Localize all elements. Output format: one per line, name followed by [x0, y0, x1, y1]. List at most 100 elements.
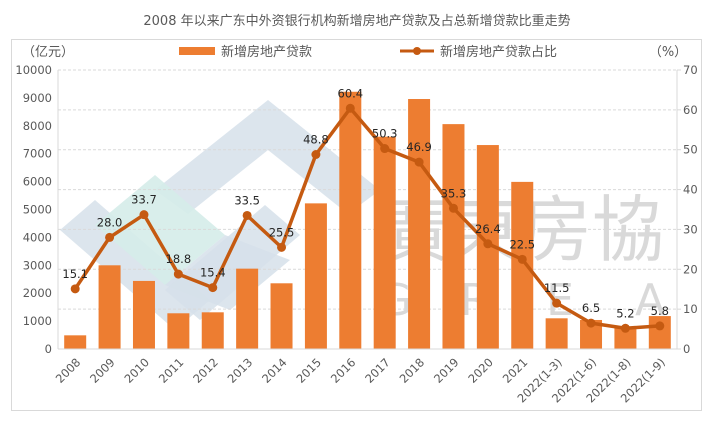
- bar-2022(1-8): [614, 326, 637, 349]
- legend-bar-swatch: [179, 47, 215, 55]
- data-label: 48.8: [303, 132, 329, 146]
- ratio-point-2022(1-8): [620, 323, 630, 333]
- x-tick-label: 2017: [362, 355, 393, 386]
- data-label: 35.3: [441, 186, 467, 200]
- ratio-point-2022(1-3): [552, 298, 562, 308]
- data-label: 28.0: [97, 215, 123, 229]
- left-tick-label: 4000: [23, 230, 52, 244]
- data-label: 33.7: [131, 193, 157, 207]
- data-label: 60.4: [338, 86, 364, 100]
- left-tick-label: 10000: [15, 63, 52, 77]
- data-label: 46.9: [406, 140, 432, 154]
- bar-2022(1-6): [580, 319, 603, 349]
- ratio-point-2010: [139, 210, 149, 220]
- data-label: 22.5: [509, 237, 535, 251]
- right-tick-label: 0: [683, 342, 690, 356]
- left-axis-unit: （亿元）: [22, 45, 74, 60]
- x-tick-label: 2020: [465, 355, 496, 386]
- legend: （亿元） （%） 新增房地产贷款 新增房地产贷款占比: [22, 44, 687, 60]
- x-tick-label: 2019: [431, 355, 462, 386]
- watermark-shape: [155, 100, 380, 214]
- bar-2016: [339, 91, 362, 350]
- right-tick-label: 10: [683, 302, 698, 316]
- right-tick-label: 70: [683, 63, 698, 77]
- bar-2011: [167, 313, 190, 349]
- data-label: 5.8: [651, 304, 669, 318]
- ratio-point-2011: [173, 269, 183, 279]
- x-tick-label: 2014: [259, 355, 290, 386]
- left-tick-label: 7000: [23, 147, 52, 161]
- bar-2019: [442, 124, 465, 349]
- ratio-point-2022(1-9): [655, 321, 665, 331]
- x-tick-label: 2010: [121, 355, 152, 386]
- data-label: 50.3: [372, 127, 398, 141]
- data-label: 26.4: [475, 222, 501, 236]
- ratio-point-2018: [414, 157, 424, 167]
- data-labels: 15.1 28.0 33.7 18.8 15.4 33.5 25.5 48.8 60.4 50.3…: [62, 86, 669, 320]
- left-tick-label: 6000: [23, 175, 52, 189]
- right-axis-unit: （%）: [649, 45, 687, 60]
- left-tick-label: 1000: [23, 314, 52, 328]
- legend-line-marker: [413, 47, 421, 55]
- x-tick-label: 2016: [328, 355, 359, 386]
- data-label: 5.2: [616, 306, 634, 320]
- ratio-point-2008: [70, 284, 80, 294]
- bar-2022(1-3): [545, 318, 568, 349]
- x-tick-label: 2011: [156, 355, 187, 386]
- ratio-point-2020: [483, 239, 493, 249]
- x-tick-label: 2018: [397, 355, 428, 386]
- data-label: 15.1: [62, 267, 88, 281]
- bar-2010: [132, 280, 155, 349]
- right-tick-label: 40: [683, 183, 698, 197]
- left-tick-label: 3000: [23, 258, 52, 272]
- gridlines: [58, 69, 677, 310]
- bar-2008: [64, 335, 87, 349]
- ratio-point-2019: [448, 203, 458, 213]
- ratio-point-2016: [345, 103, 355, 113]
- left-tick-label: 2000: [23, 286, 52, 300]
- ratio-point-2013: [242, 210, 252, 220]
- x-tick-label: 2015: [293, 355, 324, 386]
- bar-2009: [98, 265, 121, 349]
- data-label: 11.5: [544, 281, 570, 295]
- right-tick-label: 30: [683, 222, 698, 236]
- data-label: 18.8: [166, 252, 192, 266]
- bar-series: [64, 91, 671, 350]
- bar-2014: [270, 283, 293, 349]
- left-tick-label: 9000: [23, 91, 52, 105]
- ratio-point-2015: [311, 149, 321, 159]
- ratio-point-2012: [208, 283, 218, 293]
- data-label: 33.5: [234, 193, 260, 207]
- data-label: 6.5: [582, 301, 600, 315]
- ratio-point-2021: [517, 254, 527, 264]
- bar-2015: [304, 203, 327, 349]
- ratio-point-2014: [277, 242, 287, 252]
- line-series: [70, 103, 665, 333]
- bar-2022(1-9): [648, 316, 671, 349]
- chart-frame: [11, 39, 702, 411]
- bar-2021: [511, 181, 534, 349]
- ratio-point-2009: [105, 232, 115, 242]
- chart-title: 2008 年以来广东中外资银行机构新增房地产贷款及占总新增贷款比重走势: [143, 14, 571, 29]
- watermark-shape: [60, 200, 210, 330]
- right-tick-label: 20: [683, 262, 698, 276]
- right-tick-label: 60: [683, 103, 698, 117]
- x-tick-label: 2009: [87, 355, 118, 386]
- bar-2018: [408, 99, 431, 350]
- left-tick-label: 5000: [23, 203, 52, 217]
- ratio-line: [73, 106, 660, 331]
- x-tick-label: 2008: [53, 355, 84, 386]
- left-tick-label: 8000: [23, 119, 52, 133]
- left-tick-label: 0: [45, 342, 52, 356]
- bar-2013: [236, 268, 259, 349]
- ratio-point-2017: [380, 144, 390, 154]
- data-label: 25.5: [269, 225, 295, 239]
- data-label: 15.4: [200, 266, 226, 280]
- right-tick-label: 50: [683, 143, 698, 157]
- x-tick-label: 2021: [500, 355, 531, 386]
- legend-bar-label: 新增房地产贷款: [221, 44, 312, 60]
- x-tick-label: 2013: [225, 355, 256, 386]
- watermark-shape: [95, 175, 225, 285]
- ratio-point-2022(1-6): [586, 318, 596, 328]
